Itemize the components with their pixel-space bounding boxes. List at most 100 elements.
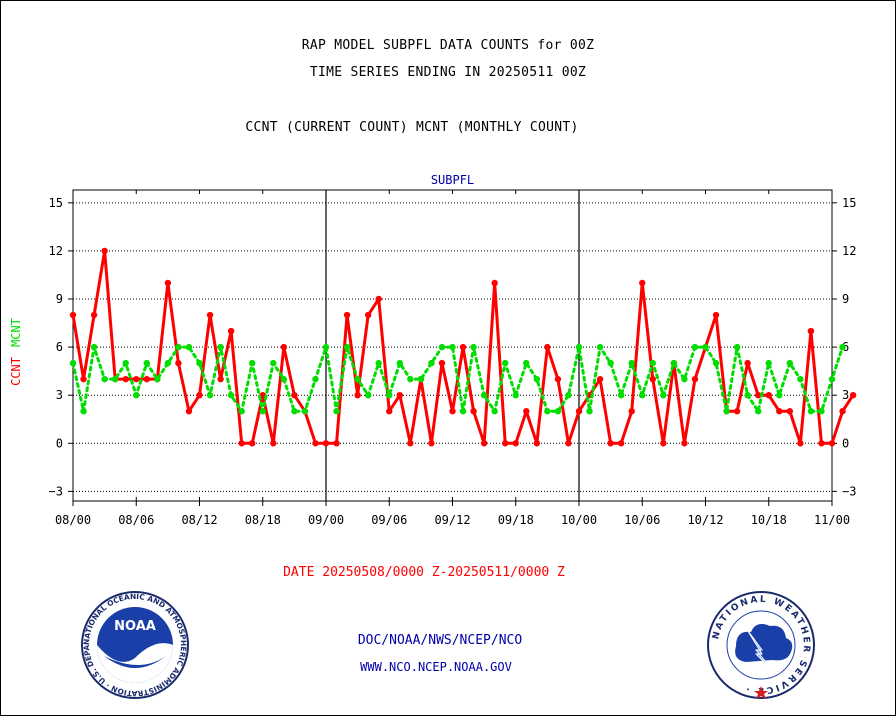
data-point-ccnt — [744, 359, 751, 367]
y-tick-label-right: 0 — [842, 436, 849, 450]
data-point-ccnt — [649, 375, 656, 383]
chart-title: SUBPFL — [431, 173, 474, 187]
data-point-ccnt — [502, 440, 509, 447]
data-point-mcnt — [523, 359, 530, 367]
data-point-ccnt — [512, 440, 519, 447]
x-tick-label: 10/06 — [624, 513, 660, 527]
data-point-ccnt — [238, 440, 245, 447]
data-point-mcnt — [428, 359, 435, 367]
data-point-mcnt — [660, 391, 667, 399]
data-point-ccnt — [712, 311, 720, 319]
data-point-ccnt — [786, 408, 794, 415]
data-point-ccnt — [554, 375, 562, 383]
data-point-mcnt — [249, 359, 256, 367]
x-tick-label: 08/00 — [55, 513, 91, 527]
data-point-ccnt — [407, 440, 414, 447]
data-point-ccnt — [101, 247, 108, 255]
data-point-mcnt — [502, 359, 509, 367]
data-point-ccnt — [681, 440, 688, 447]
data-point-ccnt — [807, 327, 815, 335]
data-point-mcnt — [702, 343, 709, 351]
data-point-mcnt — [407, 375, 414, 383]
data-point-ccnt — [90, 311, 98, 319]
data-point-ccnt — [575, 408, 583, 415]
data-point-ccnt — [343, 311, 351, 319]
data-point-mcnt — [343, 343, 351, 351]
data-point-mcnt — [586, 408, 593, 415]
data-point-ccnt — [185, 408, 193, 415]
data-point-mcnt — [133, 391, 140, 399]
data-point-mcnt — [354, 375, 361, 383]
data-point-ccnt — [607, 440, 614, 447]
data-point-ccnt — [755, 391, 762, 399]
data-point-mcnt — [596, 343, 604, 351]
data-point-mcnt — [681, 375, 688, 383]
data-point-mcnt — [322, 343, 330, 351]
x-tick-label: 10/18 — [751, 513, 787, 527]
data-point-mcnt — [544, 408, 551, 415]
data-point-ccnt — [449, 408, 456, 415]
data-point-mcnt — [196, 359, 203, 367]
data-point-mcnt — [291, 408, 298, 415]
data-point-mcnt — [818, 408, 825, 415]
title-line-3: CCNT (CURRENT COUNT) MCNT (MONTHLY COUNT… — [245, 120, 579, 135]
data-point-ccnt — [628, 408, 635, 415]
data-point-ccnt — [818, 440, 825, 447]
data-point-mcnt — [491, 408, 498, 415]
data-point-ccnt — [291, 391, 298, 399]
data-point-mcnt — [639, 391, 646, 399]
data-point-ccnt — [565, 440, 572, 447]
data-point-mcnt — [227, 391, 235, 399]
data-point-ccnt — [312, 440, 319, 447]
y-tick-label-right: 15 — [842, 196, 856, 210]
data-point-mcnt — [765, 359, 772, 367]
nws-logo: NATIONAL WEATHER SERVICE · — [707, 591, 815, 699]
data-point-mcnt — [649, 359, 656, 367]
y-axis-label: CCNT MCNT — [9, 318, 23, 386]
data-point-mcnt — [143, 359, 150, 367]
data-point-ccnt — [470, 408, 477, 415]
x-tick-label: 10/12 — [687, 513, 723, 527]
website-label: WWW.NCO.NCEP.NOAA.GOV — [360, 660, 512, 674]
data-point-ccnt — [164, 279, 172, 287]
data-point-ccnt — [660, 440, 667, 447]
data-point-ccnt — [206, 311, 214, 319]
data-point-ccnt — [249, 440, 256, 447]
data-point-mcnt — [259, 408, 266, 415]
data-point-ccnt — [280, 343, 288, 351]
data-point-ccnt — [175, 359, 182, 367]
data-point-mcnt — [164, 359, 172, 367]
data-point-mcnt — [185, 343, 193, 351]
data-point-ccnt — [227, 327, 235, 335]
data-point-mcnt — [797, 375, 804, 383]
data-point-ccnt — [617, 440, 625, 447]
data-point-mcnt — [807, 408, 815, 415]
data-point-mcnt — [480, 391, 488, 399]
data-point-mcnt — [301, 408, 309, 415]
title-line-2: TIME SERIES ENDING IN 20250511 00Z — [309, 65, 587, 80]
data-point-mcnt — [417, 375, 425, 383]
data-point-ccnt — [322, 440, 330, 447]
y-tick-label-left: 6 — [56, 340, 63, 354]
x-tick-label: 09/12 — [434, 513, 470, 527]
data-point-mcnt — [575, 343, 583, 351]
y-tick-label-left: 9 — [56, 292, 63, 306]
data-point-mcnt — [744, 391, 751, 399]
data-point-ccnt — [533, 440, 541, 447]
data-point-mcnt — [375, 359, 382, 367]
data-point-mcnt — [617, 391, 625, 399]
data-point-mcnt — [533, 375, 541, 383]
data-point-ccnt — [196, 391, 203, 399]
data-point-mcnt — [80, 408, 87, 415]
data-point-mcnt — [712, 359, 720, 367]
data-point-mcnt — [238, 408, 245, 415]
y-tick-label-right: 9 — [842, 292, 849, 306]
data-point-ccnt — [143, 375, 150, 383]
data-point-mcnt — [607, 359, 614, 367]
data-point-mcnt — [828, 375, 836, 383]
data-point-mcnt — [670, 359, 678, 367]
data-point-mcnt — [101, 375, 108, 383]
data-point-mcnt — [470, 343, 477, 351]
data-point-ccnt — [438, 359, 446, 367]
